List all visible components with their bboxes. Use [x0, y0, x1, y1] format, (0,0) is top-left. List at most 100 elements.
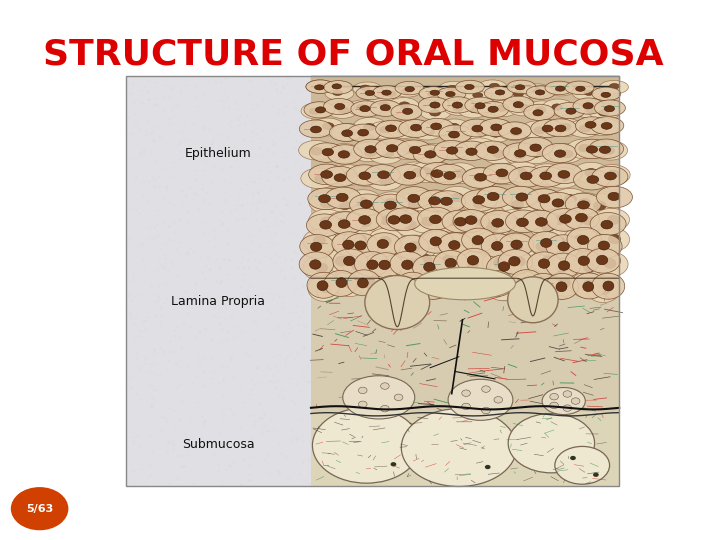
Ellipse shape — [408, 162, 444, 183]
Ellipse shape — [466, 148, 477, 156]
Ellipse shape — [585, 122, 596, 128]
Ellipse shape — [415, 144, 450, 163]
Ellipse shape — [445, 259, 456, 268]
Ellipse shape — [354, 117, 387, 135]
Ellipse shape — [306, 80, 335, 93]
Ellipse shape — [395, 82, 424, 95]
Ellipse shape — [544, 255, 578, 280]
Ellipse shape — [546, 208, 582, 231]
Bar — [311, 76, 619, 486]
Ellipse shape — [453, 169, 466, 178]
Ellipse shape — [537, 195, 550, 204]
Ellipse shape — [599, 146, 611, 153]
Polygon shape — [311, 76, 619, 327]
Ellipse shape — [365, 146, 377, 153]
Ellipse shape — [483, 163, 519, 184]
Ellipse shape — [604, 259, 616, 268]
Ellipse shape — [463, 87, 492, 101]
Ellipse shape — [442, 255, 454, 265]
Ellipse shape — [481, 234, 516, 258]
Ellipse shape — [344, 171, 356, 179]
Ellipse shape — [438, 233, 473, 256]
Ellipse shape — [487, 146, 498, 153]
Ellipse shape — [320, 217, 333, 226]
Ellipse shape — [324, 80, 353, 94]
Ellipse shape — [498, 262, 510, 271]
Ellipse shape — [574, 170, 610, 190]
Ellipse shape — [327, 102, 358, 118]
Ellipse shape — [513, 256, 526, 266]
Ellipse shape — [567, 139, 601, 159]
Ellipse shape — [475, 103, 485, 109]
Ellipse shape — [373, 194, 409, 215]
Ellipse shape — [473, 173, 485, 182]
Ellipse shape — [498, 171, 510, 179]
Ellipse shape — [584, 90, 594, 96]
Ellipse shape — [477, 186, 513, 208]
Ellipse shape — [559, 277, 570, 288]
Ellipse shape — [482, 145, 517, 164]
Ellipse shape — [578, 199, 591, 207]
Ellipse shape — [522, 278, 533, 287]
Ellipse shape — [539, 259, 549, 268]
Ellipse shape — [521, 172, 532, 180]
Ellipse shape — [538, 194, 550, 203]
Ellipse shape — [526, 235, 561, 259]
Ellipse shape — [497, 284, 508, 294]
Ellipse shape — [377, 208, 413, 231]
Ellipse shape — [496, 169, 508, 177]
Ellipse shape — [596, 186, 632, 208]
Ellipse shape — [333, 249, 367, 274]
Ellipse shape — [555, 86, 565, 91]
Ellipse shape — [590, 213, 626, 235]
Ellipse shape — [431, 170, 443, 178]
Ellipse shape — [516, 218, 528, 227]
Ellipse shape — [435, 210, 471, 233]
Ellipse shape — [586, 107, 597, 113]
Ellipse shape — [418, 97, 449, 113]
Ellipse shape — [533, 110, 543, 116]
Ellipse shape — [326, 211, 362, 234]
Ellipse shape — [542, 388, 585, 415]
Ellipse shape — [342, 130, 353, 137]
Bar — [311, 76, 619, 294]
Ellipse shape — [395, 235, 429, 259]
Ellipse shape — [345, 190, 381, 211]
Ellipse shape — [567, 227, 601, 251]
Ellipse shape — [601, 92, 611, 97]
Ellipse shape — [368, 122, 401, 139]
Ellipse shape — [419, 167, 431, 176]
Ellipse shape — [603, 281, 614, 291]
Ellipse shape — [307, 214, 343, 237]
Ellipse shape — [430, 215, 441, 224]
Ellipse shape — [552, 104, 562, 110]
Ellipse shape — [593, 252, 628, 276]
Ellipse shape — [559, 261, 570, 270]
Ellipse shape — [528, 232, 563, 255]
Ellipse shape — [360, 106, 370, 112]
Ellipse shape — [310, 126, 321, 133]
Ellipse shape — [365, 275, 430, 329]
Ellipse shape — [508, 277, 558, 323]
Ellipse shape — [527, 252, 562, 276]
Ellipse shape — [442, 140, 477, 159]
Ellipse shape — [359, 215, 371, 224]
Ellipse shape — [545, 273, 578, 299]
Ellipse shape — [509, 256, 520, 266]
Ellipse shape — [593, 141, 628, 160]
Ellipse shape — [367, 233, 402, 256]
Ellipse shape — [331, 232, 366, 256]
Ellipse shape — [423, 128, 435, 135]
Ellipse shape — [487, 192, 499, 200]
Ellipse shape — [387, 284, 398, 293]
Ellipse shape — [376, 120, 409, 138]
Ellipse shape — [519, 279, 531, 289]
Ellipse shape — [369, 210, 405, 233]
Ellipse shape — [327, 194, 363, 216]
Ellipse shape — [408, 241, 420, 251]
Ellipse shape — [420, 273, 453, 299]
Ellipse shape — [463, 229, 498, 253]
Ellipse shape — [516, 85, 525, 90]
Ellipse shape — [592, 273, 625, 299]
Ellipse shape — [486, 275, 519, 301]
